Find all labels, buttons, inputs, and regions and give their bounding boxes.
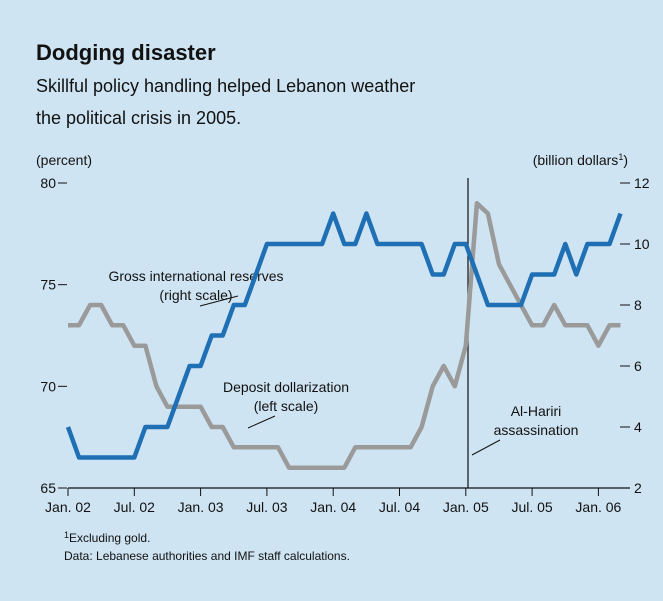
- footnote-marker: 1: [618, 152, 623, 162]
- y2-tick-label: 12: [634, 175, 650, 191]
- y2-axis-label: (billion dollars1): [533, 152, 628, 168]
- subtitle: Skillful policy handling helped Lebanon …: [36, 76, 415, 96]
- y2-tick-label: 10: [634, 236, 650, 252]
- x-tick-label: Jul. 05: [511, 499, 552, 515]
- annotation: (right scale): [159, 287, 232, 303]
- x-tick-label: Jan. 04: [310, 499, 356, 515]
- subtitle: the political crisis in 2005.: [36, 108, 241, 128]
- x-tick-label: Jul. 03: [246, 499, 287, 515]
- series-line: [65, 211, 623, 460]
- y2-tick-label: 6: [634, 358, 642, 374]
- x-tick-label: Jan. 05: [443, 499, 489, 515]
- y-tick-label: 65: [40, 480, 56, 496]
- annotation: Deposit dollarization: [223, 379, 349, 395]
- y2-label-text: (billion dollars: [533, 152, 619, 168]
- annotation: Al-Hariri: [511, 403, 562, 419]
- y-tick-label: 70: [40, 378, 56, 394]
- y2-tick-label: 4: [634, 419, 642, 435]
- annotation: Gross international reserves: [108, 268, 283, 284]
- footnote: 1Excluding gold.: [64, 530, 150, 545]
- x-tick-label: Jul. 02: [114, 499, 155, 515]
- y-axis-label: (percent): [36, 152, 92, 168]
- y-tick-label: 80: [40, 175, 56, 191]
- footnote-marker: 1: [64, 530, 69, 540]
- footnote-text: Excluding gold.: [69, 531, 150, 545]
- annotation: (left scale): [254, 398, 319, 414]
- source: Data: Lebanese authorities and IMF staff…: [64, 549, 350, 563]
- leader-line: [471, 439, 501, 456]
- x-tick-label: Jan. 03: [178, 499, 224, 515]
- leader-line: [247, 415, 276, 429]
- series-line: [68, 201, 621, 470]
- x-tick-label: Jan. 02: [45, 499, 91, 515]
- y2-label-close: ): [623, 152, 628, 168]
- y2-tick-label: 2: [634, 480, 642, 496]
- y-tick-label: 75: [40, 277, 56, 293]
- chart-title: Dodging disaster: [36, 40, 216, 65]
- annotation: assassination: [494, 422, 579, 438]
- x-tick-label: Jan. 06: [575, 499, 621, 515]
- leader-line: [199, 295, 239, 307]
- y2-tick-label: 8: [634, 297, 642, 313]
- x-tick-label: Jul. 04: [379, 499, 420, 515]
